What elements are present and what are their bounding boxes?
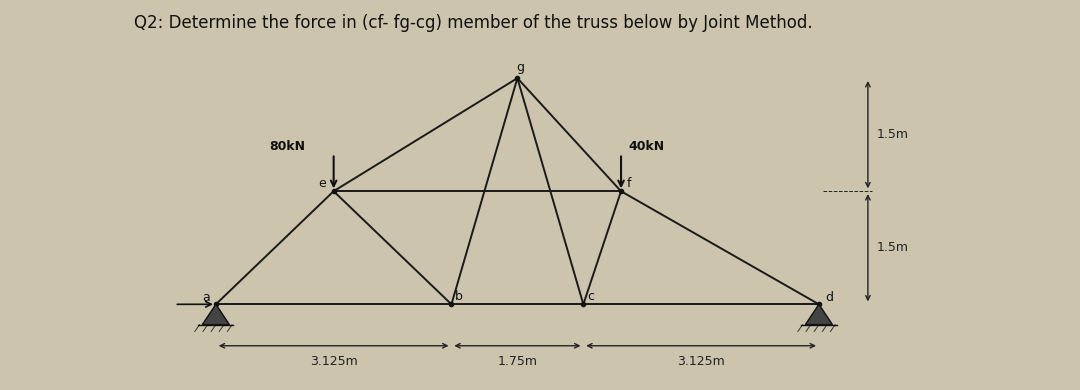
Text: 3.125m: 3.125m — [677, 355, 725, 368]
Text: 1.75m: 1.75m — [498, 355, 538, 368]
Text: f: f — [627, 177, 632, 190]
Text: e: e — [319, 177, 326, 190]
Text: d: d — [825, 291, 833, 304]
Text: a: a — [202, 291, 210, 304]
Polygon shape — [806, 304, 833, 324]
Text: 40kN: 40kN — [629, 140, 664, 153]
Text: 1.5m: 1.5m — [877, 128, 909, 141]
Text: g: g — [516, 60, 524, 74]
Text: 80kN: 80kN — [270, 140, 306, 153]
Text: b: b — [455, 290, 463, 303]
Text: Q2: Determine the force in (cf- fg-cg) member of the truss below by Joint Method: Q2: Determine the force in (cf- fg-cg) m… — [134, 14, 812, 32]
Polygon shape — [202, 304, 229, 324]
Text: 1.5m: 1.5m — [877, 241, 909, 254]
Text: c: c — [588, 290, 594, 303]
Text: 3.125m: 3.125m — [310, 355, 357, 368]
